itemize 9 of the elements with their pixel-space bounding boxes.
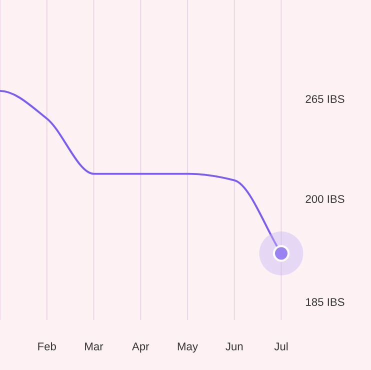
text: 185 IBS <box>306 298 344 306</box>
x-tick-label: May <box>178 342 198 353</box>
x-tick-label: Jul <box>274 342 288 350</box>
x-tick-label: Apr <box>132 342 150 353</box>
x-tick-label: Jun <box>226 342 243 350</box>
x-tick-label: Feb <box>38 342 56 350</box>
text: 265 IBS <box>306 95 344 103</box>
x-tick-label: Mar <box>85 342 104 350</box>
text: 200 IBS <box>306 195 344 203</box>
